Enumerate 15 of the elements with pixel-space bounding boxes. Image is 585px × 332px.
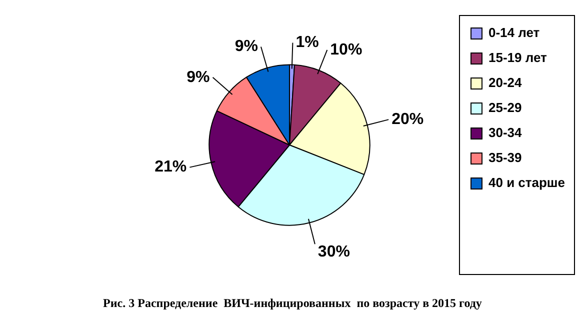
text: Рис. 3 Распределение ВИЧ-инфицированных по возрасту в 2015 году	[102, 296, 483, 311]
data-label: 20%	[392, 110, 424, 128]
data-label: 9%	[186, 68, 210, 86]
data-label: 21%	[154, 158, 187, 176]
legend-label: 25-29	[488, 100, 522, 116]
data-label: 1%	[296, 34, 319, 52]
legend-label: 35-39	[488, 150, 522, 166]
data-label: 30%	[318, 243, 350, 260]
data-label: 9%	[234, 38, 258, 56]
legend-label: 30-34	[488, 125, 523, 140]
legend-label: 15-19 лет	[488, 50, 547, 66]
legend-label: 20-24	[488, 75, 523, 90]
legend-label: 40 и старше	[488, 175, 566, 190]
legend-label: 0-14 лет	[488, 25, 540, 40]
data-label: 10%	[330, 41, 362, 58]
